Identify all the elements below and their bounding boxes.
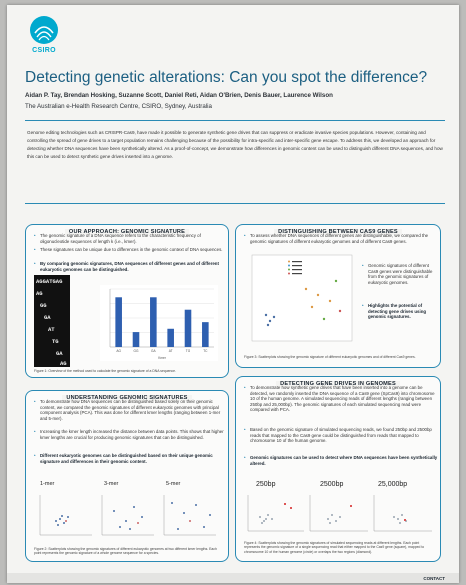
x-axis-label: Kmer [158, 356, 167, 360]
read-length-label: 25,000bp [378, 481, 408, 488]
x-tick-label: TG [186, 349, 191, 353]
kmer: GA [56, 350, 63, 357]
kmer-panel-label: 5-mer [166, 481, 181, 487]
kmer-frequency-chart: AG GG GA AT TG TC Kmer [100, 285, 218, 361]
approach-bullet: These signatures can be unique due to di… [34, 247, 226, 253]
panel-understanding: UNDERSTANDING GENOMIC SIGNATURES To demo… [25, 390, 229, 562]
read-length-label: 2500bp [320, 481, 344, 488]
contact-label: CONTACT [423, 576, 445, 581]
gene-drives-bullet: Based on the genomic signature of simula… [244, 427, 438, 444]
divider-bottom [25, 203, 445, 204]
cas9-bullet: To assess whether DNA sequences of diffe… [244, 233, 438, 244]
kmer: AT [48, 326, 55, 333]
approach-bullet: By comparing genomic signatures, DNA seq… [34, 261, 226, 272]
csiro-logo: CSIRO [27, 15, 61, 61]
kmer: AG [36, 290, 43, 297]
panel-understanding-title: UNDERSTANDING GENOMIC SIGNATURES [62, 395, 192, 401]
cas9-bullet: Highlights the potential of detecting ge… [362, 303, 440, 320]
bar [132, 332, 140, 347]
gene-drives-bullet: Genomic signatures can be used to detect… [244, 455, 438, 466]
figure-1-caption: Figure 1: Overview of the method used to… [34, 369, 176, 373]
figure-3-caption: Figure 3: Scatterplots showing the genom… [244, 355, 416, 359]
read-length-label: 250bp [256, 481, 276, 488]
kmer-panel-label: 1-mer [40, 481, 55, 487]
kmer-pca-scatterplots [39, 495, 216, 536]
authors: Aidan P. Tay, Brendan Hosking, Suzanne S… [25, 92, 333, 99]
poster-title: Detecting genetic alterations: Can you s… [25, 69, 428, 86]
footer-bar: CONTACT [7, 573, 459, 583]
panel-approach: OUR APPROACH: GENOMIC SIGNATURE The geno… [25, 224, 229, 378]
read-pca-scatterplots [247, 495, 432, 532]
panel-cas9-title: DISTINGUISHING BETWEEN CAS9 GENES [274, 229, 402, 235]
understanding-bullet: To demonstrate how DNA sequences can be … [34, 399, 226, 421]
cas9-bullet: Genomic signatures of different Cas9 gen… [362, 263, 440, 285]
kmer: TG [52, 338, 59, 345]
panel-gene-drives: DETECTING GENE DRIVES IN GENOMES To demo… [235, 376, 441, 562]
understanding-bullet: Different eukaryotic genomes can be dist… [34, 453, 226, 464]
bar [184, 309, 192, 347]
kmer-panel-label: 3-mer [104, 481, 119, 487]
kmer: GA [44, 314, 51, 321]
kmer: AG [60, 360, 67, 367]
x-tick-label: AG [116, 349, 121, 353]
kmer: GG [40, 302, 47, 309]
divider-top [25, 120, 445, 121]
bar [167, 328, 174, 347]
x-tick-label: GA [151, 349, 156, 353]
figure-4-caption: Figure 4: Scatterplots showing the genom… [244, 541, 425, 554]
bar [115, 297, 122, 347]
figure-2-caption: Figure 2: Scatterplots showing the genom… [34, 547, 217, 556]
approach-bullet: The genomic signature of a DNA sequence … [34, 233, 226, 244]
panel-gene-drives-title: DETECTING GENE DRIVES IN GENOMES [276, 381, 400, 387]
intro-paragraph: Genome editing technologies such as CRIS… [27, 130, 443, 159]
bar [150, 297, 157, 347]
kmer-sequence-box: AGGATGAG AG GG GA AT TG GA AG [34, 275, 70, 367]
affiliation: The Australian e-Health Research Centre,… [25, 103, 212, 110]
panel-cas9: DISTINGUISHING BETWEEN CAS9 GENES To ass… [235, 224, 441, 368]
cas9-pca-scatterplot [251, 254, 353, 342]
sequence-text: AGGATGAG [36, 278, 63, 285]
bar [202, 322, 209, 347]
gene-drives-bullet: To demonstrate how synthetic gene drives… [244, 385, 438, 413]
x-tick-label: GG [134, 349, 139, 353]
panel-approach-title: OUR APPROACH: GENOMIC SIGNATURE [64, 229, 190, 235]
x-tick-label: AT [169, 349, 173, 353]
csiro-logo-mark-icon [30, 16, 58, 44]
poster: CSIRO Detecting genetic alterations: Can… [7, 5, 459, 583]
understanding-bullet: Increasing the kmer length increased the… [34, 429, 226, 440]
logo-text: CSIRO [32, 47, 56, 54]
x-tick-label: TC [203, 349, 208, 353]
